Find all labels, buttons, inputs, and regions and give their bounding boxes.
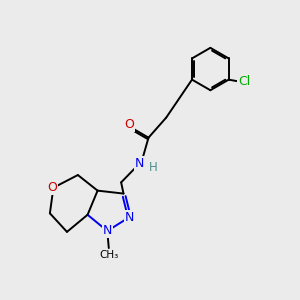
Text: Cl: Cl [238,75,250,88]
Text: N: N [125,211,134,224]
Text: N: N [135,157,144,170]
Text: CH₃: CH₃ [99,250,119,260]
Text: H: H [148,161,157,174]
Text: O: O [124,118,134,131]
Text: N: N [103,224,112,238]
Text: O: O [47,181,57,194]
